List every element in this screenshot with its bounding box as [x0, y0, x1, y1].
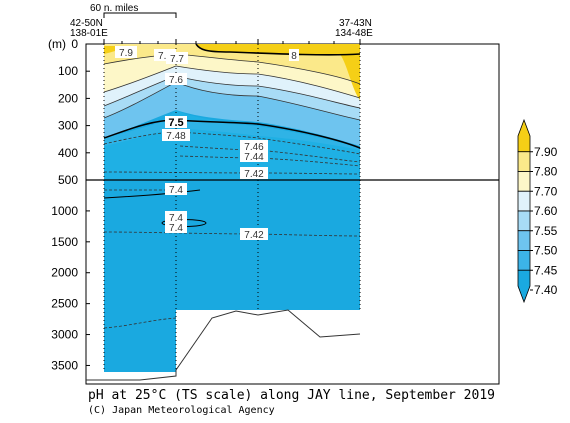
- contour-7.7: [103, 65, 361, 99]
- svg-text:8: 8: [291, 51, 297, 62]
- contour-label: 7.44: [240, 150, 268, 163]
- svg-text:7.9: 7.9: [119, 48, 133, 59]
- upper-contours: [103, 44, 361, 175]
- contour-label: 7.46: [240, 140, 268, 153]
- colorbar-segment: [517, 269, 531, 304]
- contour-7.46: [179, 145, 361, 163]
- contour-label: 7.6: [165, 73, 187, 86]
- svg-text:7.7: 7.7: [170, 54, 184, 65]
- scale-bar-label: 60 n. miles: [90, 3, 138, 14]
- y-axis: 0 100 200 300 400 500 1000 1500 2000 2500 3000 3500: [51, 37, 90, 372]
- y-tick-label: 500: [58, 173, 78, 187]
- y-tick-label: 1000: [51, 204, 78, 218]
- svg-text:7.8: 7.8: [158, 51, 172, 62]
- y-tick-label: 0: [71, 37, 78, 51]
- colorbar-segment: [517, 171, 531, 192]
- band-7.90-right: [340, 54, 360, 100]
- y-unit-label: (m): [48, 37, 66, 51]
- colorbar-segment: [517, 210, 531, 232]
- y-tick-label: 2500: [51, 297, 78, 311]
- colorbar-label: 7.40: [534, 283, 558, 297]
- colorbar-label: 7.80: [534, 165, 558, 179]
- colorbar-label: 7.60: [534, 204, 558, 218]
- y-tick-label: 1500: [51, 235, 78, 249]
- svg-text:7.46: 7.46: [244, 142, 264, 153]
- colorbar-segment: [517, 190, 531, 212]
- svg-text:7.48: 7.48: [166, 131, 186, 142]
- contour-7.6: [103, 75, 361, 109]
- colorbar-segment: [517, 230, 531, 251]
- colorbar-label: 7.90: [534, 145, 558, 159]
- y-tick-label: 100: [58, 64, 78, 78]
- colorbar: 7.40 7.45 7.50 7.55 7.60 7.70 7.80 7.90: [517, 118, 558, 304]
- right-end-lat: 37-43N: [339, 18, 372, 29]
- svg-text:7.4: 7.4: [169, 223, 183, 234]
- colorbar-label: 7.45: [534, 263, 558, 277]
- y-tick-label: 400: [58, 146, 78, 160]
- y-tick-label: 3500: [51, 358, 78, 372]
- colorbar-segment: [517, 250, 531, 271]
- bottom-topography: [86, 309, 361, 381]
- y-tick-label: 200: [58, 91, 78, 105]
- contour-label: 7.42: [240, 228, 268, 241]
- colorbar-segment: [517, 118, 531, 153]
- colorbar-label: 7.50: [534, 244, 558, 258]
- colorbar-label: 7.70: [534, 184, 558, 198]
- contour-label: 7.4: [165, 211, 187, 224]
- y-tick-label: 2000: [51, 266, 78, 280]
- contour-7.42-upper: [103, 171, 361, 175]
- contour-7.5: [103, 119, 361, 149]
- svg-text:7.42: 7.42: [244, 230, 264, 241]
- contour-label: 7.5: [165, 116, 187, 129]
- contour-label: 7.42: [240, 167, 268, 180]
- contour-8: [195, 44, 361, 56]
- contour-label: 7.9: [115, 46, 137, 59]
- left-end-lat: 42-50N: [70, 18, 103, 29]
- contour-7.42-lower-b: [103, 231, 361, 237]
- lower-contours: [103, 189, 361, 329]
- colorbar-segment: [517, 151, 531, 172]
- contour-label: 7.4: [165, 183, 187, 196]
- y-tick-label: 3000: [51, 328, 78, 342]
- station-ticks: [103, 39, 361, 44]
- svg-text:7.4: 7.4: [169, 185, 183, 196]
- contour-7.4-deep: [103, 317, 177, 329]
- section-header: 60 n. miles 42-50N 138-01E 37-43N 134-48…: [48, 3, 373, 51]
- svg-text:7.42: 7.42: [244, 169, 264, 180]
- contour-7.8: [103, 53, 361, 85]
- contour-label: 7.4: [165, 221, 187, 234]
- contour-label: 7.7: [166, 52, 188, 65]
- contour-label: 7.48: [162, 129, 190, 142]
- upper-panel-fill: [104, 44, 360, 180]
- left-end-lon: 138-01E: [70, 28, 108, 39]
- contour-7.55: [103, 81, 361, 121]
- y-tick-label: 300: [58, 119, 78, 133]
- chart-title: pH at 25°C (TS scale) along JAY line, Se…: [88, 388, 495, 403]
- svg-text:7.44: 7.44: [244, 152, 264, 163]
- chart-credit: (C) Japan Meteorological Agency: [88, 405, 275, 416]
- colorbar-label: 7.55: [534, 224, 558, 238]
- contour-7.4-a: [103, 189, 201, 199]
- svg-text:7.6: 7.6: [169, 75, 183, 86]
- right-end-lon: 134-48E: [335, 28, 373, 39]
- svg-text:7.5: 7.5: [168, 117, 183, 129]
- scale-bar: [103, 12, 177, 18]
- svg-text:7.4: 7.4: [169, 213, 183, 224]
- contour-label: 8: [289, 49, 299, 62]
- contour-labels: 7.9 7.87.77.687.57.487.467.447.427.47.47.…: [115, 46, 299, 241]
